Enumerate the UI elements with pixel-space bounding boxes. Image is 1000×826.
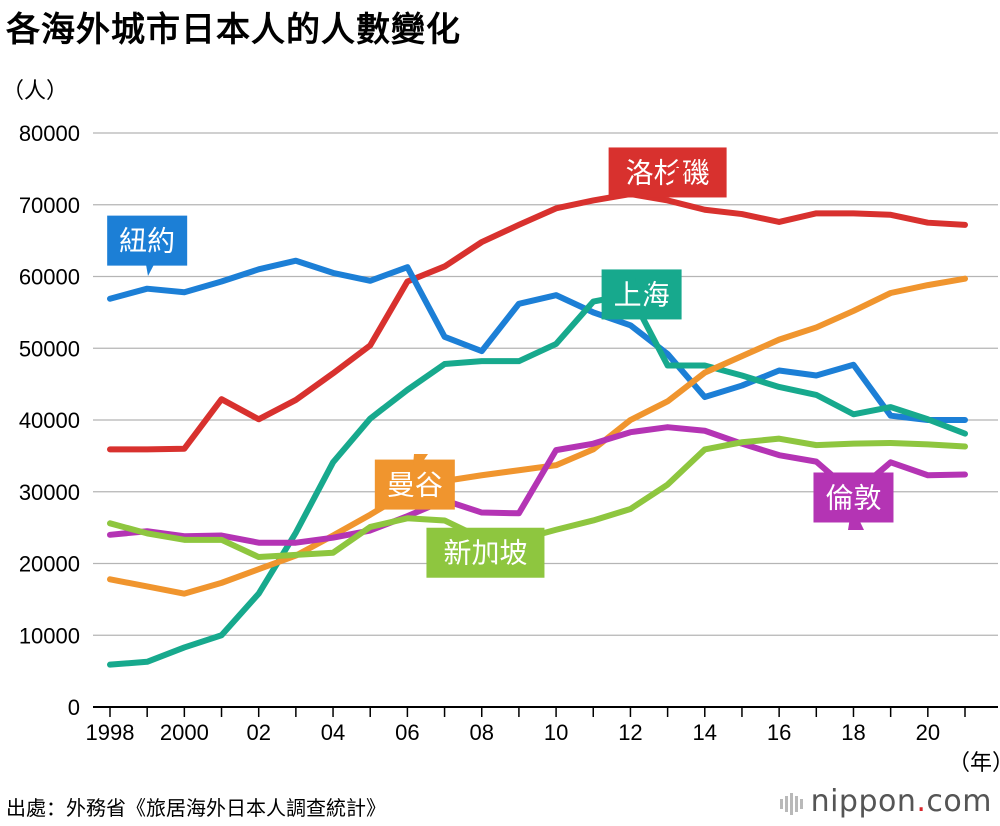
series-label-callout: 洛杉磯 [608, 147, 727, 198]
series-label-callout: 曼谷 [374, 459, 455, 510]
series-label-text: 洛杉磯 [626, 156, 710, 189]
gridlines [93, 132, 998, 636]
brand-tld: com [926, 784, 992, 819]
x-axis-label: （年） [948, 751, 1000, 776]
series-label-text: 曼谷 [387, 469, 443, 502]
series-line [107, 424, 968, 546]
series-label-pointer [412, 454, 428, 477]
y-tick-label: 70000 [19, 193, 80, 218]
x-tick-label: 18 [841, 720, 865, 745]
y-tick-label: 20000 [19, 552, 80, 577]
y-tick-label: 10000 [19, 623, 80, 648]
y-tick-label: 50000 [19, 336, 80, 361]
axes: 0 10000 20000 30000 40000 50000 60000 70000 8000… [19, 121, 998, 745]
brand-dot: . [916, 784, 927, 819]
series-line [107, 257, 968, 423]
series-label-box [426, 527, 545, 578]
x-tick-label: 2000 [160, 720, 209, 745]
series-label-text: 紐約 [119, 225, 175, 258]
series-label-pointer [635, 278, 652, 299]
x-tick-label: 12 [618, 720, 642, 745]
brand-name: nippon [810, 784, 917, 819]
x-tick-label: 1998 [86, 720, 135, 745]
x-tick-label: 14 [693, 720, 717, 745]
chart-title: 各海外城市日本人的人數變化 [6, 10, 461, 50]
series-label-box [608, 147, 727, 198]
series-labels: 洛杉磯紐約上海曼谷倫敦新加坡 [107, 147, 894, 578]
x-tick-label: 10 [544, 720, 568, 745]
x-tick-label: 08 [469, 720, 493, 745]
y-tick-label: 60000 [19, 265, 80, 290]
series-lines [107, 190, 968, 668]
x-tick-label: 02 [246, 720, 270, 745]
y-tick-label: 0 [68, 695, 80, 720]
brand-bars-icon [779, 785, 805, 820]
y-tick-label: 40000 [19, 408, 80, 433]
y-axis-label: （人） [2, 79, 68, 104]
series-label-pointer [144, 253, 160, 276]
series-label-pointer [848, 505, 864, 530]
x-tick-label: 06 [395, 720, 419, 745]
series-line [107, 190, 968, 453]
x-tick-label: 04 [321, 720, 345, 745]
series-label-pointer [672, 168, 688, 190]
line-chart: 0 10000 20000 30000 40000 50000 60000 70000 8000… [2, 79, 1000, 776]
y-tick-label: 30000 [19, 480, 80, 505]
series-line [107, 291, 968, 668]
series-label-text: 新加坡 [443, 537, 527, 570]
x-tick-label: 20 [916, 720, 940, 745]
source-note: 出處：外務省《旅居海外日本人調查統計》 [6, 796, 386, 820]
x-tick-label: 16 [767, 720, 791, 745]
y-tick-label: 80000 [19, 121, 80, 146]
series-line [107, 275, 968, 597]
series-label-callout: 新加坡 [426, 527, 545, 578]
series-label-pointer [485, 554, 500, 577]
brand-logo: nippon.com [779, 784, 992, 820]
